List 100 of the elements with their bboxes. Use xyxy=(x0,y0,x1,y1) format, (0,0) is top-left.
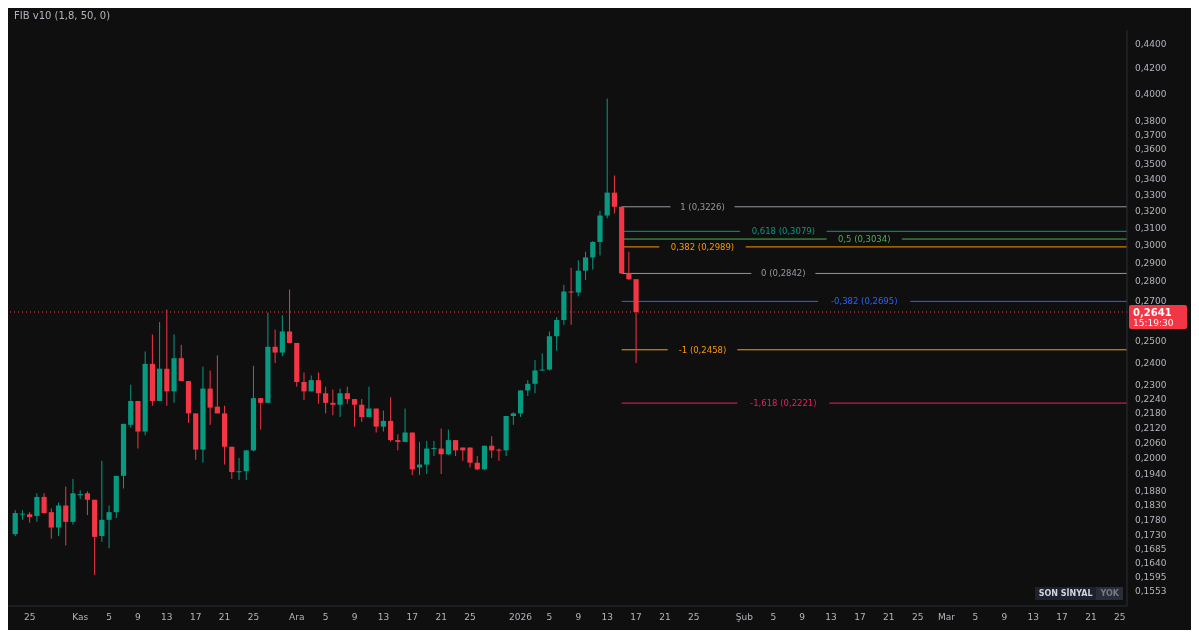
y-tick-label: 0,3100 xyxy=(1135,222,1167,233)
x-tick-label: 9 xyxy=(351,612,358,623)
candlestick xyxy=(604,98,610,219)
candlestick xyxy=(517,389,524,418)
x-tick-label: 13 xyxy=(161,612,173,623)
y-tick-label: 0,3300 xyxy=(1135,190,1167,201)
candlestick xyxy=(243,449,249,481)
annotation: SON SİNYAL xyxy=(1034,587,1097,600)
x-tick-label: 2026 xyxy=(509,612,533,623)
y-tick-label: 0,1730 xyxy=(1135,529,1167,540)
x-tick-label: 17 xyxy=(189,612,202,623)
candlestick xyxy=(626,251,632,281)
x-tick-label: 25 xyxy=(1114,612,1126,623)
y-tick-label: 0,3200 xyxy=(1135,206,1167,217)
y-tick-label: 0,2900 xyxy=(1135,258,1167,268)
y-tick-label: 0,2300 xyxy=(1135,379,1167,390)
ref-line-label: 0 (0,2842) xyxy=(761,268,806,279)
x-tick-label: 13 xyxy=(601,612,613,623)
y-tick-label: 0,1685 xyxy=(1135,543,1167,554)
y-tick-label: 0,2240 xyxy=(1135,393,1167,404)
candlestick xyxy=(301,372,307,401)
chart-title: FIB v10 (1,8, 50, 0) xyxy=(14,10,111,21)
candlestick xyxy=(315,372,322,405)
candlestick xyxy=(351,398,358,428)
ref-line-label: -1 (0,2458) xyxy=(678,344,727,355)
candlestick xyxy=(272,329,278,364)
x-tick-label: 13 xyxy=(825,612,837,623)
x-tick-label: 5 xyxy=(106,612,112,623)
x-tick-label: Kas xyxy=(72,612,89,623)
y-tick-label: 0,3000 xyxy=(1135,240,1167,251)
y-tick-label: 0,3400 xyxy=(1135,174,1167,185)
y-tick-label: 0,1640 xyxy=(1135,557,1167,568)
candlestick xyxy=(236,457,242,481)
x-tick-label: Şub xyxy=(735,612,754,623)
candlestick xyxy=(258,397,264,431)
y-tick-label: 0,3700 xyxy=(1135,129,1167,140)
y-tick-label: 0,4000 xyxy=(1135,88,1167,99)
x-tick-label: 17 xyxy=(1056,612,1068,623)
ref-line-label: 0,618 (0,3079) xyxy=(751,226,816,237)
x-tick-label: Ara xyxy=(289,612,305,623)
y-tick-label: 0,1595 xyxy=(1135,572,1167,583)
x-tick-label: 9 xyxy=(575,612,582,623)
candlestick xyxy=(445,429,451,456)
y-tick-label: 0,3800 xyxy=(1135,115,1167,126)
y-tick-label: 0,2120 xyxy=(1135,422,1167,433)
x-tick-label: 21 xyxy=(1085,612,1097,623)
candlestick xyxy=(481,445,488,471)
candlestick xyxy=(63,486,69,547)
candlestick xyxy=(106,505,112,549)
candlestick xyxy=(431,440,437,457)
y-tick-label: 0,1780 xyxy=(1135,514,1167,525)
candlestick xyxy=(575,259,581,297)
ref-line-label: 0,5 (0,3034) xyxy=(837,234,891,245)
x-tick-label: 17 xyxy=(630,612,642,623)
ref-line-label: 0,2641 xyxy=(1133,307,1172,318)
candlestick xyxy=(164,309,170,407)
candlestick xyxy=(568,267,574,326)
x-tick-label: 21 xyxy=(659,612,671,623)
candlestick xyxy=(582,251,589,281)
y-tick-label: 0,2000 xyxy=(1135,453,1167,464)
y-tick-label: 0,1940 xyxy=(1135,469,1167,480)
y-tick-label: 0,3600 xyxy=(1135,144,1167,155)
x-tick-label: 9 xyxy=(135,612,142,623)
candlestick xyxy=(99,460,105,543)
x-tick-label: 17 xyxy=(406,612,419,623)
candlestick xyxy=(590,240,596,271)
candlestick xyxy=(611,174,618,215)
candlestick xyxy=(178,344,184,382)
candlestick xyxy=(496,448,502,462)
y-tick-label: 0,2400 xyxy=(1135,357,1167,368)
candlestick xyxy=(532,359,538,394)
x-tick-label: 5 xyxy=(546,612,553,623)
y-tick-label: 0,2180 xyxy=(1135,408,1167,419)
x-tick-label: 25 xyxy=(688,612,700,623)
candlestick xyxy=(554,316,560,352)
y-tick-label: 0,1553 xyxy=(1135,586,1167,597)
x-tick-label: 25 xyxy=(247,612,260,623)
y-tick-label: 0,2500 xyxy=(1135,336,1167,347)
ref-line-label: -0,382 (0,2695) xyxy=(830,296,898,307)
candlestick xyxy=(207,370,213,426)
x-tick-label: 13 xyxy=(377,612,390,623)
y-tick-label: 0,2800 xyxy=(1135,276,1167,287)
candlestick xyxy=(366,386,372,418)
annotation: YOK xyxy=(1096,587,1123,600)
y-tick-label: 0,2060 xyxy=(1135,437,1167,448)
x-tick-label: 25 xyxy=(464,612,476,623)
candlestick xyxy=(424,440,430,475)
x-tick-label: 13 xyxy=(1027,612,1039,623)
x-tick-label: 25 xyxy=(911,612,924,623)
candlestick xyxy=(380,409,387,433)
x-tick-label: 5 xyxy=(972,612,979,623)
candlestick xyxy=(402,408,408,443)
candlestick xyxy=(34,492,40,523)
candlestick xyxy=(539,352,545,371)
y-tick-label: 0,1880 xyxy=(1135,485,1167,496)
ref-line-label: 1 (0,3226) xyxy=(680,201,725,212)
candlestick xyxy=(388,396,394,443)
candlestick xyxy=(128,384,134,429)
x-tick-label: 25 xyxy=(23,612,36,623)
ref-line-label: -1,618 (0,2221) xyxy=(750,398,817,409)
